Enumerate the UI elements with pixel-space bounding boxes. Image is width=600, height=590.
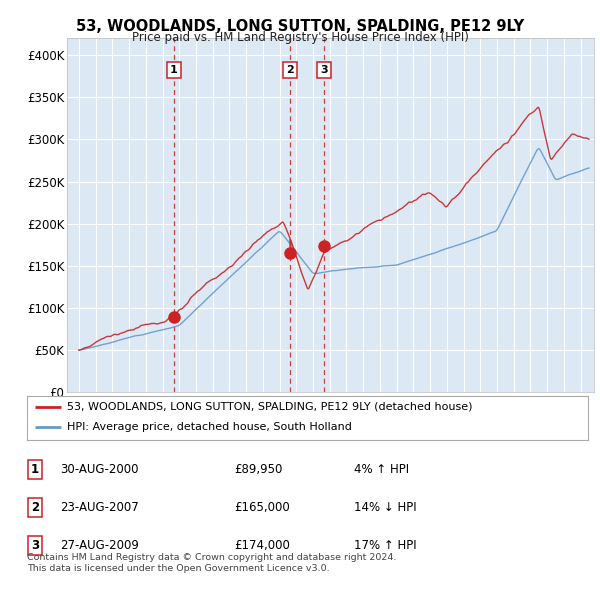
Text: 2: 2 xyxy=(286,65,294,76)
Text: 4% ↑ HPI: 4% ↑ HPI xyxy=(354,463,409,476)
Text: 30-AUG-2000: 30-AUG-2000 xyxy=(60,463,139,476)
Text: HPI: Average price, detached house, South Holland: HPI: Average price, detached house, Sout… xyxy=(67,422,352,432)
Text: Price paid vs. HM Land Registry's House Price Index (HPI): Price paid vs. HM Land Registry's House … xyxy=(131,31,469,44)
Text: 53, WOODLANDS, LONG SUTTON, SPALDING, PE12 9LY (detached house): 53, WOODLANDS, LONG SUTTON, SPALDING, PE… xyxy=(67,402,473,412)
Text: 1: 1 xyxy=(170,65,178,76)
Text: 14% ↓ HPI: 14% ↓ HPI xyxy=(354,501,416,514)
Text: 23-AUG-2007: 23-AUG-2007 xyxy=(60,501,139,514)
Text: £174,000: £174,000 xyxy=(234,539,290,552)
Text: Contains HM Land Registry data © Crown copyright and database right 2024.
This d: Contains HM Land Registry data © Crown c… xyxy=(27,553,397,573)
Text: 3: 3 xyxy=(320,65,328,76)
Text: £89,950: £89,950 xyxy=(234,463,283,476)
Text: 53, WOODLANDS, LONG SUTTON, SPALDING, PE12 9LY: 53, WOODLANDS, LONG SUTTON, SPALDING, PE… xyxy=(76,19,524,34)
Text: 1: 1 xyxy=(31,463,39,476)
Text: 3: 3 xyxy=(31,539,39,552)
Text: 27-AUG-2009: 27-AUG-2009 xyxy=(60,539,139,552)
Text: 17% ↑ HPI: 17% ↑ HPI xyxy=(354,539,416,552)
Text: 2: 2 xyxy=(31,501,39,514)
Text: £165,000: £165,000 xyxy=(234,501,290,514)
